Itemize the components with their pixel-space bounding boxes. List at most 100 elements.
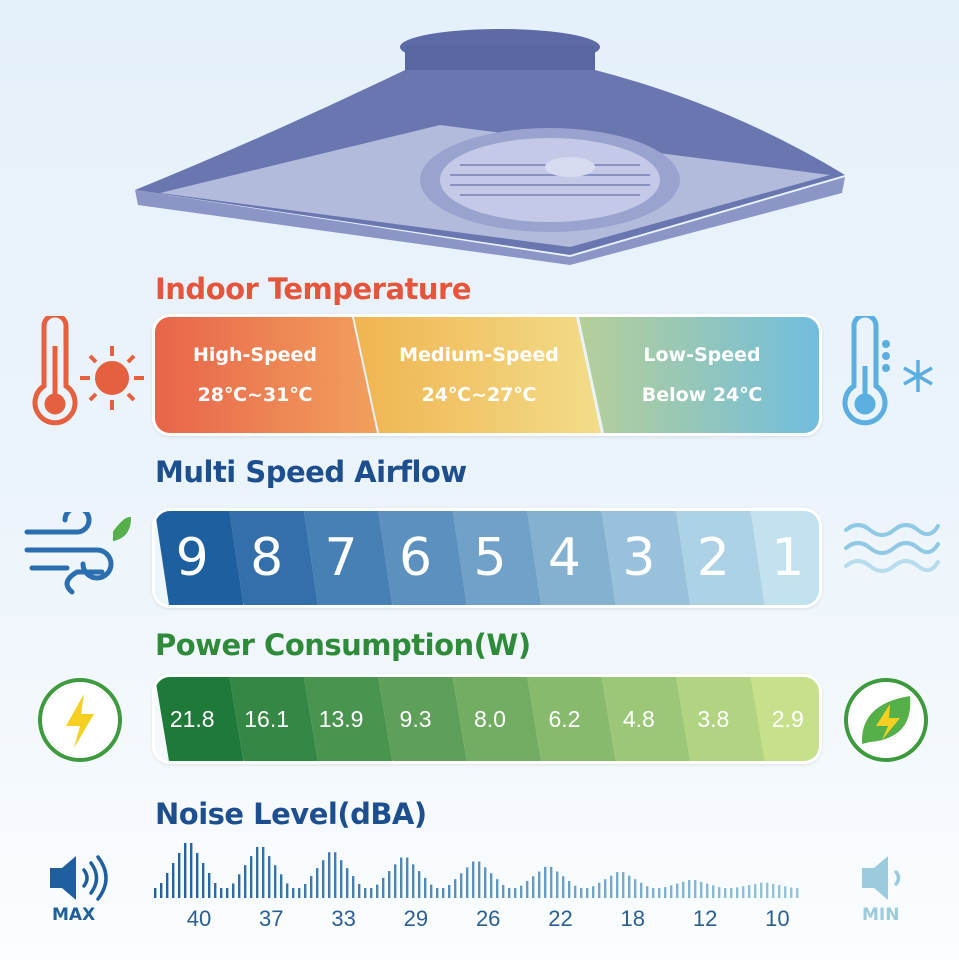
noise-bar <box>352 876 355 898</box>
noise-bar <box>526 880 529 898</box>
noise-bar <box>766 882 769 898</box>
noise-bar <box>316 868 319 898</box>
temp-segment-medium: Medium-Speed 24℃~27℃ <box>354 317 601 433</box>
power-segment: 6.2 <box>527 677 616 761</box>
noise-bar <box>370 888 373 898</box>
noise-bar <box>310 876 313 898</box>
noise-bar <box>226 888 229 898</box>
noise-bar <box>520 885 523 898</box>
noise-bar <box>412 864 415 898</box>
speaker-max-icon <box>50 855 108 901</box>
noise-bar <box>232 883 235 898</box>
power-segment: 8.0 <box>452 677 542 761</box>
noise-waveform <box>154 843 799 898</box>
airflow-speed-segment: 3 <box>601 511 691 605</box>
power-segment: 9.3 <box>378 677 467 761</box>
airflow-speed-segment: 5 <box>452 511 542 605</box>
noise-bar <box>586 888 589 898</box>
power-segment-value: 16.1 <box>244 705 290 732</box>
noise-bar <box>460 873 463 898</box>
min-label: MIN <box>862 905 900 925</box>
eco-lightning-icon <box>844 678 928 762</box>
noise-value-label: 33 <box>331 906 356 931</box>
power-segment: 4.8 <box>601 677 691 761</box>
noise-level-title: Noise Level(dBA) <box>155 797 427 831</box>
noise-bar <box>688 880 691 898</box>
noise-bar <box>784 886 787 898</box>
noise-bar <box>178 853 181 898</box>
noise-bar <box>358 884 361 898</box>
power-segment-value: 9.3 <box>399 705 432 732</box>
noise-bar <box>436 888 439 898</box>
noise-value-label: 22 <box>548 906 573 931</box>
noise-bar <box>592 886 595 898</box>
noise-bar <box>166 873 169 898</box>
max-label: MAX <box>52 905 96 925</box>
noise-bar <box>256 846 259 898</box>
noise-bar <box>364 888 367 898</box>
noise-bar <box>718 887 721 898</box>
temperature-bar: High-Speed 28℃~31℃ Medium-Speed 24℃~27℃ … <box>152 314 822 436</box>
noise-bar <box>640 882 643 898</box>
noise-bar <box>400 857 403 898</box>
noise-bar <box>202 863 205 898</box>
indoor-temperature-title: Indoor Temperature <box>155 272 472 306</box>
noise-bar <box>556 871 559 898</box>
noise-bar <box>544 866 547 898</box>
airflow-speed-segment-value: 8 <box>250 528 284 588</box>
waves-icon <box>844 523 940 573</box>
noise-bar <box>724 888 727 898</box>
noise-bar <box>742 886 745 898</box>
noise-bar <box>196 853 199 898</box>
noise-bar <box>208 873 211 898</box>
power-segment-value: 21.8 <box>169 705 215 732</box>
noise-bar <box>652 888 655 898</box>
noise-bar <box>490 873 493 898</box>
airflow-speed-segment-value: 1 <box>771 528 805 588</box>
noise-bar <box>430 884 433 898</box>
noise-bar <box>604 879 607 898</box>
temp-segment-low: Low-Speed Below 24℃ <box>579 317 819 433</box>
noise-bar <box>694 880 697 898</box>
noise-bar <box>574 885 577 898</box>
noise-bar <box>562 876 565 898</box>
power-segment-value: 3.8 <box>697 705 730 732</box>
thermometer-hot-icon <box>32 316 78 426</box>
noise-bar <box>676 883 679 898</box>
noise-bar <box>298 888 301 898</box>
noise-bar <box>790 887 793 898</box>
low-speed-range: Below 24℃ <box>641 384 763 406</box>
low-speed-label: Low-Speed <box>643 344 761 366</box>
power-segment: 3.8 <box>676 677 765 761</box>
noise-bar <box>220 888 223 898</box>
noise-bar <box>484 867 487 898</box>
speaker-min-icon <box>862 856 901 900</box>
noise-bar <box>406 857 409 898</box>
medium-speed-label: Medium-Speed <box>399 344 559 366</box>
high-speed-label: High-Speed <box>192 344 318 366</box>
noise-value-label: 10 <box>765 906 790 931</box>
power-segment-value: 2.9 <box>771 705 804 732</box>
temp-segment-high: High-Speed 28℃~31℃ <box>155 317 377 433</box>
noise-bar <box>598 882 601 898</box>
power-segment-value: 13.9 <box>318 705 364 732</box>
noise-bar <box>454 879 457 898</box>
noise-bar <box>748 885 751 898</box>
noise-bar <box>382 877 385 898</box>
noise-bar <box>262 846 265 898</box>
noise-bar <box>172 863 175 898</box>
noise-bar <box>394 864 397 898</box>
noise-bar <box>214 883 217 898</box>
noise-bar <box>712 885 715 898</box>
noise-bar <box>580 888 583 898</box>
noise-bar <box>280 874 283 898</box>
noise-bar <box>622 872 625 898</box>
airflow-speed-segment: 2 <box>676 511 765 605</box>
noise-bar <box>634 879 637 898</box>
noise-bar <box>154 888 157 898</box>
power-segment: 21.8 <box>155 677 244 761</box>
power-segment: 16.1 <box>229 677 318 761</box>
power-segment-value: 4.8 <box>622 705 655 732</box>
power-segment-value: 8.0 <box>473 705 506 732</box>
